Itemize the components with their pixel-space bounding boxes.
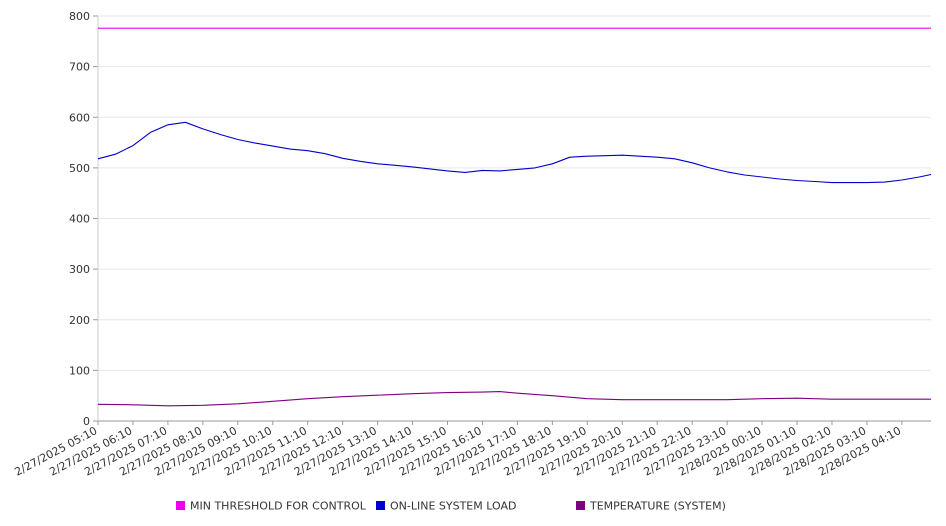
- y-tick-label: 600: [69, 111, 90, 124]
- legend-swatch: [376, 501, 385, 510]
- legend-swatch: [176, 501, 185, 510]
- legend-swatch: [576, 501, 585, 510]
- y-tick-label: 300: [69, 263, 90, 276]
- series-line-2: [97, 121, 932, 184]
- y-tick-label: 700: [69, 61, 90, 74]
- y-tick-label: 100: [69, 364, 90, 377]
- y-tick-label: 200: [69, 314, 90, 327]
- series-lines: [97, 27, 932, 407]
- y-tick-label: 500: [69, 162, 90, 175]
- y-tick-label: 800: [69, 10, 90, 23]
- y-tick-label: 400: [69, 213, 90, 226]
- y-tick-label: 0: [83, 415, 90, 428]
- legend-label: MIN THRESHOLD FOR CONTROL: [190, 500, 367, 513]
- legend: MIN THRESHOLD FOR CONTROL ON-LINE SYSTEM …: [176, 500, 726, 513]
- gridlines: [98, 15, 931, 371]
- legend-label: ON-LINE SYSTEM LOAD: [390, 500, 516, 513]
- legend-label: TEMPERATURE (SYSTEM): [589, 500, 726, 513]
- series-line-3: [97, 391, 931, 407]
